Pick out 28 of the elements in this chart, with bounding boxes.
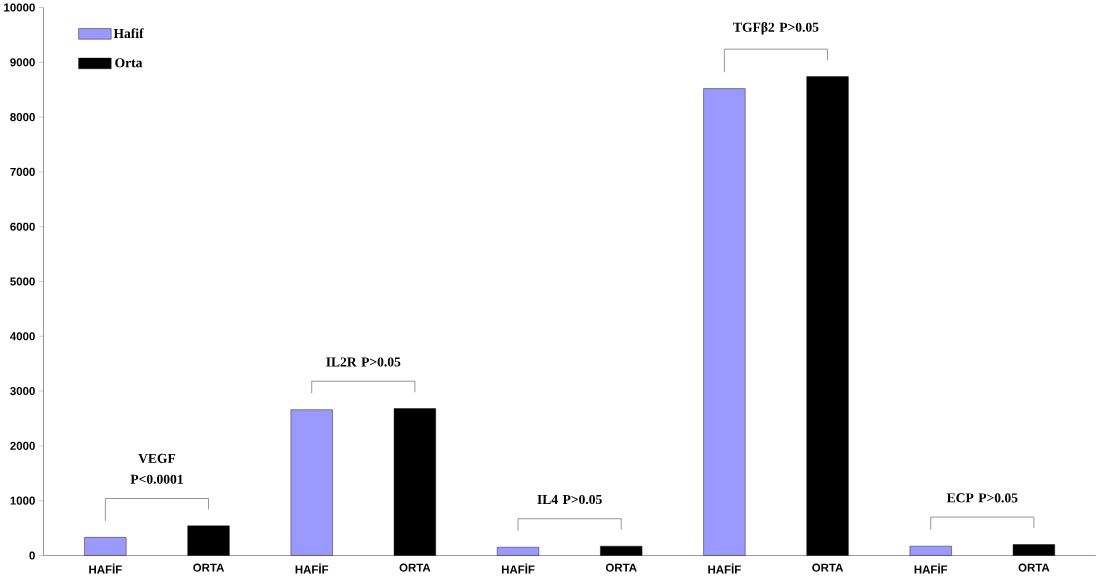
annotation: IL4 P>0.05 [537, 494, 602, 505]
annotation: TGFβ2 P>0.05 [733, 22, 819, 35]
annotation: VEGF P<0.0001 [130, 453, 183, 484]
x-tick-label: ORTA [812, 563, 844, 572]
x-tick-label: ORTA [399, 563, 431, 572]
y-tick-label: 6000 [10, 222, 35, 231]
y-tick-label: 7000 [10, 167, 35, 177]
y-tick-label: 8000 [10, 113, 35, 122]
y-tick-label: 0 [29, 551, 35, 560]
x-tick-label: ORTA [193, 563, 225, 572]
y-tick-label: 2000 [10, 441, 35, 450]
x-tick-label: HAFİF [295, 563, 329, 574]
y-tick-label: 3000 [10, 387, 35, 396]
y-tick-label: 9000 [10, 58, 35, 67]
y-tick-label: 1000 [10, 496, 35, 505]
x-tick-label: HAFİF [914, 563, 948, 574]
annotation: ECP P>0.05 [946, 493, 1018, 503]
x-tick-label: HAFİF [501, 563, 535, 574]
legend-label: Hafif [113, 28, 144, 39]
x-tick-label: HAFİF [89, 563, 122, 574]
y-tick-label: 10000 [4, 3, 35, 12]
annotation: IL2R P>0.05 [326, 357, 401, 367]
legend-label: Orta [115, 58, 143, 68]
y-tick-label: 4000 [10, 332, 35, 341]
x-tick-label: ORTA [605, 563, 637, 572]
y-tick-label: 5000 [10, 277, 35, 286]
x-tick-label: ORTA [1018, 563, 1050, 572]
x-tick-label: HAFİF [708, 563, 741, 574]
